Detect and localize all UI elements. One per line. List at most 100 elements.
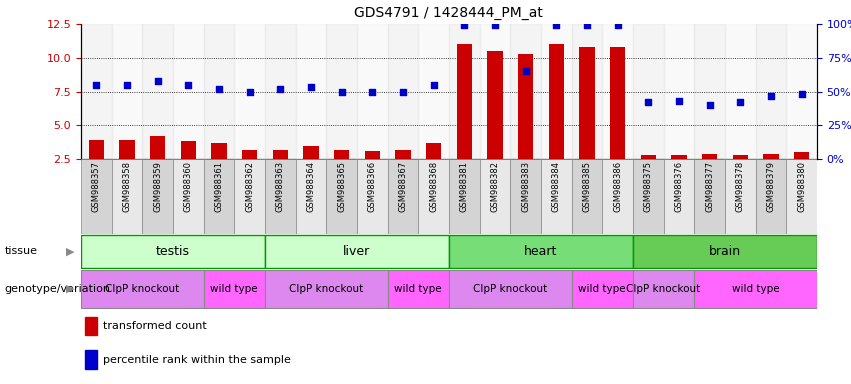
Point (365, 88, 379, 94)
Bar (511, 159, 541, 234)
Bar (786, 24, 817, 159)
Text: GSM988357: GSM988357 (92, 161, 100, 212)
Bar (234, 159, 265, 234)
Bar (448, 270, 572, 308)
Text: ClpP knockout: ClpP knockout (473, 284, 547, 294)
Point (243, 88, 256, 94)
Bar (572, 24, 603, 159)
Text: GSM988378: GSM988378 (736, 161, 745, 212)
Point (519, 68, 533, 74)
Bar (326, 24, 357, 159)
Text: liver: liver (343, 245, 370, 258)
Text: GSM988379: GSM988379 (767, 161, 775, 212)
Bar (426, 143, 441, 159)
Text: GSM988365: GSM988365 (337, 161, 346, 212)
Text: ClpP knockout: ClpP knockout (626, 284, 700, 294)
Bar (272, 149, 288, 159)
Bar (756, 24, 786, 159)
Text: wild type: wild type (210, 284, 258, 294)
Text: GSM988367: GSM988367 (398, 161, 408, 212)
Point (580, 22, 594, 28)
Text: wild type: wild type (732, 284, 780, 294)
Text: GSM988386: GSM988386 (613, 161, 622, 212)
Text: brain: brain (709, 245, 741, 258)
Bar (725, 159, 756, 234)
Text: GSM988384: GSM988384 (551, 161, 561, 212)
Point (642, 99, 655, 105)
Bar (387, 270, 448, 308)
Bar (518, 54, 534, 159)
Text: GSM988362: GSM988362 (245, 161, 254, 212)
Bar (448, 24, 480, 159)
Text: GSM988361: GSM988361 (214, 161, 223, 212)
Text: tissue: tissue (4, 247, 37, 257)
Title: GDS4791 / 1428444_PM_at: GDS4791 / 1428444_PM_at (355, 6, 543, 20)
Bar (418, 24, 448, 159)
Bar (671, 155, 687, 159)
Text: GSM988383: GSM988383 (521, 161, 530, 212)
Text: GSM988385: GSM988385 (582, 161, 591, 212)
Point (273, 86, 287, 92)
Point (458, 22, 471, 28)
Text: percentile rank within the sample: percentile rank within the sample (103, 355, 291, 365)
Bar (111, 24, 142, 159)
Bar (694, 159, 725, 234)
Bar (480, 159, 511, 234)
Bar (694, 24, 725, 159)
Bar (265, 235, 448, 268)
Bar (364, 151, 380, 159)
Text: GSM988382: GSM988382 (490, 161, 500, 212)
Bar (633, 235, 817, 268)
Bar (111, 159, 142, 234)
Bar (633, 270, 694, 308)
Bar (295, 159, 326, 234)
Text: ClpP knockout: ClpP knockout (289, 284, 363, 294)
Bar (794, 152, 809, 159)
Text: wild type: wild type (394, 284, 442, 294)
Bar (295, 24, 326, 159)
Text: ▶: ▶ (66, 247, 75, 257)
Bar (541, 24, 572, 159)
Text: GSM988375: GSM988375 (643, 161, 653, 212)
Point (120, 82, 134, 88)
Point (396, 88, 409, 94)
Bar (234, 24, 265, 159)
Point (734, 99, 747, 105)
Bar (603, 159, 633, 234)
Point (795, 91, 808, 97)
Text: ▶: ▶ (66, 284, 75, 294)
Bar (694, 270, 817, 308)
Text: GSM988381: GSM988381 (460, 161, 469, 212)
Point (334, 88, 348, 94)
Bar (549, 44, 564, 159)
Bar (334, 149, 349, 159)
Bar (457, 44, 472, 159)
Point (89, 82, 103, 88)
Point (550, 22, 563, 28)
Bar (725, 24, 756, 159)
Bar (610, 47, 625, 159)
Point (426, 82, 440, 88)
Bar (81, 159, 111, 234)
Bar (633, 24, 664, 159)
Bar (763, 154, 779, 159)
Bar (265, 159, 295, 234)
Bar (203, 159, 234, 234)
Point (611, 22, 625, 28)
Text: GSM988360: GSM988360 (184, 161, 192, 212)
Bar (119, 140, 134, 159)
Point (703, 102, 717, 108)
Text: GSM988380: GSM988380 (797, 161, 806, 212)
Bar (203, 24, 234, 159)
Bar (664, 159, 694, 234)
Text: GSM988366: GSM988366 (368, 161, 377, 212)
Bar (81, 24, 111, 159)
Text: GSM988363: GSM988363 (276, 161, 285, 212)
Bar (173, 159, 203, 234)
Bar (633, 159, 664, 234)
Bar (265, 270, 387, 308)
Bar (326, 159, 357, 234)
Bar (541, 159, 572, 234)
Bar (180, 141, 196, 159)
Text: GSM988358: GSM988358 (123, 161, 131, 212)
